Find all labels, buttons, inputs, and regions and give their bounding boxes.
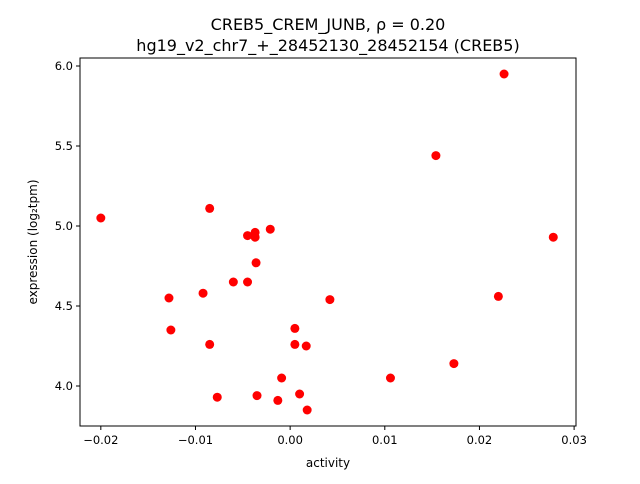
data-point <box>96 213 106 223</box>
data-point <box>265 224 275 234</box>
data-point <box>205 339 215 349</box>
x-axis-label: activity <box>306 456 350 470</box>
y-tick-label: 5.5 <box>55 139 73 153</box>
data-point <box>449 359 459 369</box>
data-point <box>243 277 253 287</box>
data-point <box>295 389 305 399</box>
data-point <box>251 258 261 268</box>
data-point <box>302 405 312 415</box>
data-points <box>96 69 558 415</box>
data-point <box>301 341 311 351</box>
x-tick-label: 0.01 <box>372 433 398 447</box>
y-tick-label: 6.0 <box>55 59 73 73</box>
data-point <box>493 291 503 301</box>
chart-title-line2: hg19_v2_chr7_+_28452130_28452154 (CREB5) <box>136 36 519 56</box>
data-point <box>166 325 176 335</box>
plot-area-frame <box>79 57 577 427</box>
x-tick-label: 0.02 <box>467 433 493 447</box>
data-point <box>548 232 558 242</box>
data-point <box>205 203 215 213</box>
data-point <box>385 373 395 383</box>
data-point <box>325 295 335 305</box>
chart-title-line1: CREB5_CREM_JUNB, ρ = 0.20 <box>211 15 446 35</box>
x-tick-label: −0.02 <box>83 433 118 447</box>
data-point <box>243 231 253 241</box>
data-point <box>273 395 283 405</box>
data-point <box>212 392 222 402</box>
y-axis-ticks: 4.0 4.5 5.0 5.5 6.0 <box>55 59 80 393</box>
data-point <box>250 232 260 242</box>
data-point <box>252 391 262 401</box>
data-point <box>431 151 441 161</box>
data-point <box>290 323 300 333</box>
x-tick-label: 0.03 <box>561 433 587 447</box>
y-tick-label: 5.0 <box>55 219 73 233</box>
x-axis-ticks: −0.02 −0.01 0.00 0.01 0.02 0.03 <box>83 426 587 447</box>
data-point <box>228 277 238 287</box>
data-point <box>277 373 287 383</box>
x-tick-label: −0.01 <box>178 433 213 447</box>
data-point <box>164 293 174 303</box>
data-point <box>499 69 509 79</box>
data-point <box>290 339 300 349</box>
y-tick-label: 4.5 <box>55 299 73 313</box>
data-point <box>198 288 208 298</box>
x-tick-label: 0.00 <box>277 433 303 447</box>
y-tick-label: 4.0 <box>55 379 73 393</box>
y-axis-label: expression (log₂tpm) <box>26 179 40 304</box>
